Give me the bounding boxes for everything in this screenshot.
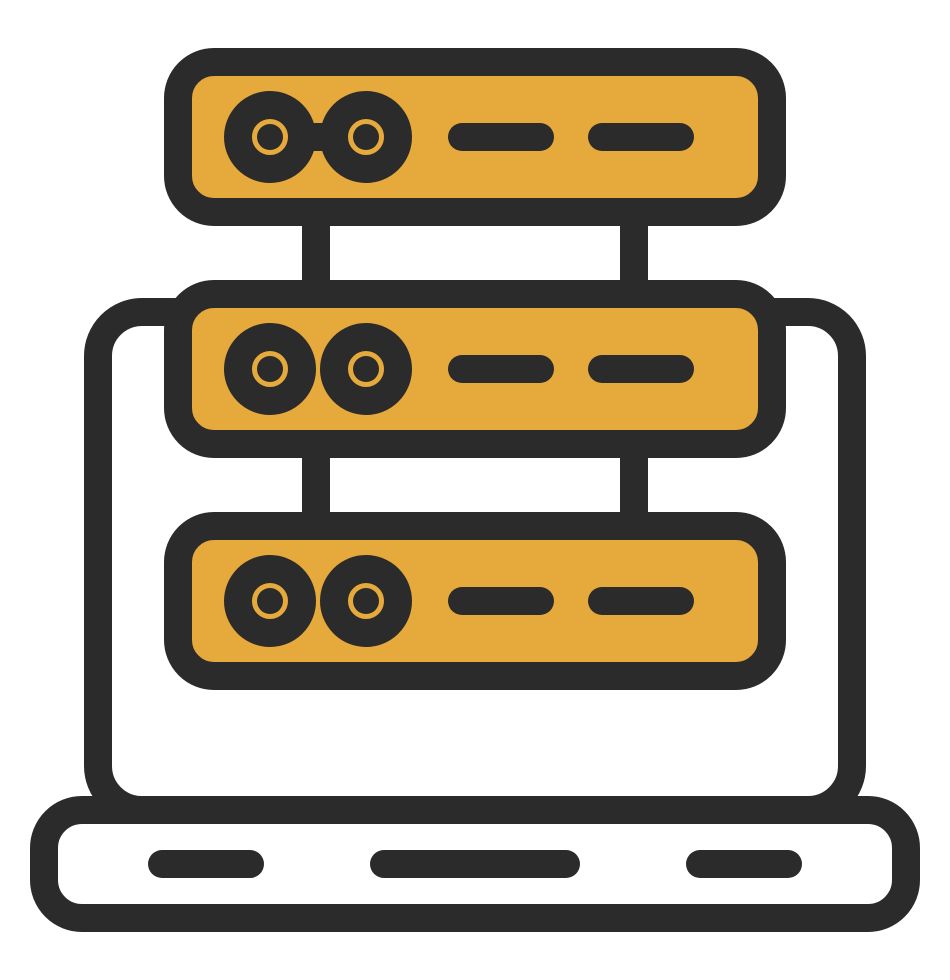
laptop-base-slot-1 [370,850,580,878]
server-dash-0-0 [448,123,554,151]
server-led-inner-0-0 [257,124,283,150]
server-dash-1-0 [448,355,554,383]
server-led-inner-2-1 [353,588,379,614]
server-led-inner-0-1 [353,124,379,150]
laptop-server-stack-icon [0,0,950,980]
server-dash-0-1 [588,123,694,151]
laptop-base-slot-0 [148,850,264,878]
laptop-base-slot-2 [686,850,802,878]
server-unit-2 [178,526,772,676]
server-dash-1-1 [588,355,694,383]
server-dash-2-0 [448,587,554,615]
server-unit-0 [178,62,772,212]
server-dash-2-1 [588,587,694,615]
server-led-inner-2-0 [257,588,283,614]
server-led-inner-1-0 [257,356,283,382]
server-led-inner-1-1 [353,356,379,382]
server-unit-1 [178,294,772,444]
